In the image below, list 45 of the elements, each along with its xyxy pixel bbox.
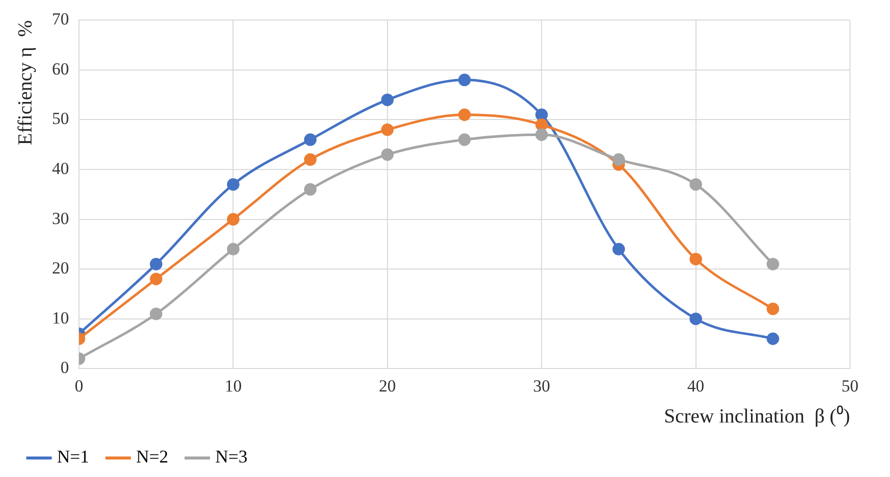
point: [150, 308, 162, 320]
y-tick-label: 50: [52, 109, 69, 128]
y-tick-label: 0: [60, 358, 69, 378]
point: [458, 74, 471, 86]
y-tick-label: 40: [52, 158, 69, 178]
x-tick-label: 10: [224, 376, 242, 396]
x-axis-title: Screw inclination β (⁰): [664, 404, 850, 428]
y-tick-label: 60: [52, 59, 69, 78]
y-axis-title: Efficiency η %: [14, 20, 36, 146]
point: [535, 108, 548, 122]
point: [226, 213, 240, 226]
point: [304, 153, 317, 166]
point: [150, 272, 162, 286]
legend-label: N=3: [215, 446, 248, 467]
y-tick-label: 30: [52, 208, 69, 228]
point: [535, 128, 548, 141]
point: [690, 252, 702, 266]
x-tick-label: 20: [378, 376, 396, 396]
x-tick-label: 50: [842, 376, 858, 396]
point: [458, 133, 471, 146]
y-tick-label: 20: [52, 258, 69, 278]
point: [381, 148, 394, 161]
point: [690, 312, 702, 326]
point: [381, 123, 394, 136]
point: [381, 94, 394, 106]
point: [150, 258, 162, 270]
legend-label: N=1: [57, 446, 90, 467]
x-tick-label: 40: [687, 376, 704, 396]
point: [612, 153, 625, 166]
point: [226, 242, 240, 256]
point: [226, 178, 240, 191]
point: [535, 118, 548, 131]
x-tick-label: 30: [533, 376, 550, 396]
point: [766, 332, 780, 345]
legend-label: N=2: [136, 446, 168, 467]
point: [304, 133, 317, 146]
y-tick-label: 70: [52, 10, 69, 29]
point: [690, 178, 702, 191]
x-tick-label: 0: [74, 376, 84, 396]
point: [766, 302, 780, 316]
point: [304, 183, 317, 196]
point: [458, 108, 471, 122]
point: [766, 258, 780, 270]
y-tick-label: 10: [52, 308, 69, 328]
point: [612, 242, 625, 256]
